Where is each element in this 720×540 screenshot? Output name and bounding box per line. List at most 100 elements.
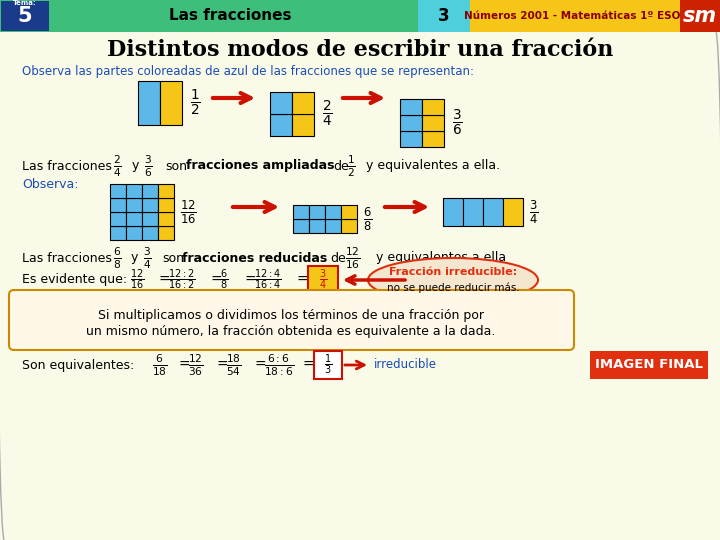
Bar: [110, 198, 126, 212]
Bar: [590, 351, 708, 379]
Text: 5: 5: [18, 6, 32, 26]
Bar: [158, 184, 174, 198]
Text: un mismo número, la fracción obtenida es equivalente a la dada.: un mismo número, la fracción obtenida es…: [86, 326, 495, 339]
Text: $\frac{3}{4}$: $\frac{3}{4}$: [529, 198, 539, 226]
Text: $\frac{12}{36}$: $\frac{12}{36}$: [188, 352, 204, 378]
Bar: [293, 205, 309, 219]
Text: $\frac{12:2}{16:2}$: $\frac{12:2}{16:2}$: [168, 268, 196, 292]
Text: Las fracciones: Las fracciones: [22, 252, 112, 265]
Text: =: =: [210, 273, 222, 287]
Text: y equivalentes a ella: y equivalentes a ella: [376, 252, 506, 265]
Text: de: de: [333, 159, 348, 172]
Text: $\frac{12}{16}$: $\frac{12}{16}$: [130, 268, 144, 292]
Bar: [142, 212, 158, 226]
Text: =: =: [296, 273, 307, 287]
Bar: [142, 184, 158, 198]
Text: =: =: [254, 358, 266, 372]
Bar: [314, 351, 342, 379]
Text: $\frac{12}{16}$: $\frac{12}{16}$: [345, 245, 361, 271]
Text: Las fracciones: Las fracciones: [22, 159, 112, 172]
Bar: [293, 219, 309, 233]
Text: $\frac{1}{2}$: $\frac{1}{2}$: [347, 153, 356, 179]
Bar: [422, 99, 444, 115]
Text: Tema:: Tema:: [13, 0, 37, 6]
Text: $\frac{2}{4}$: $\frac{2}{4}$: [113, 153, 122, 179]
Text: no se puede reducir más.: no se puede reducir más.: [387, 283, 519, 293]
Bar: [680, 0, 720, 32]
Bar: [309, 219, 325, 233]
Bar: [270, 114, 292, 136]
Bar: [418, 0, 470, 32]
Text: $\frac{2}{4}$: $\frac{2}{4}$: [322, 99, 333, 129]
Text: fracciones ampliadas: fracciones ampliadas: [186, 159, 335, 172]
Text: $\frac{6}{8}$: $\frac{6}{8}$: [220, 268, 228, 292]
Bar: [160, 81, 182, 125]
Text: =: =: [178, 358, 189, 372]
Text: $\frac{3}{6}$: $\frac{3}{6}$: [452, 108, 463, 138]
Text: Son equivalentes:: Son equivalentes:: [22, 359, 134, 372]
Text: $\frac{18}{54}$: $\frac{18}{54}$: [226, 352, 242, 378]
Bar: [443, 198, 463, 226]
Bar: [503, 198, 523, 226]
Text: $\frac{1}{2}$: $\frac{1}{2}$: [190, 88, 201, 118]
Text: irreducible: irreducible: [374, 359, 437, 372]
Text: sm: sm: [683, 6, 717, 26]
Bar: [400, 115, 422, 131]
Text: de: de: [330, 252, 346, 265]
Bar: [142, 198, 158, 212]
Bar: [400, 99, 422, 115]
Bar: [341, 205, 357, 219]
Text: Las fracciones: Las fracciones: [168, 9, 292, 24]
Bar: [110, 184, 126, 198]
Bar: [0, 0, 418, 32]
Text: Si multiplicamos o dividimos los términos de una fracción por: Si multiplicamos o dividimos los término…: [98, 308, 484, 321]
Text: $\frac{6}{8}$: $\frac{6}{8}$: [113, 245, 122, 271]
Bar: [158, 212, 174, 226]
Bar: [138, 81, 160, 125]
Text: $\frac{3}{6}$: $\frac{3}{6}$: [144, 153, 153, 179]
Text: Es evidente que:: Es evidente que:: [22, 273, 127, 287]
Text: $\frac{12}{16}$: $\frac{12}{16}$: [180, 198, 197, 226]
Bar: [126, 184, 142, 198]
Bar: [158, 198, 174, 212]
Text: =: =: [158, 273, 170, 287]
Text: Observa las partes coloreadas de azul de las fracciones que se representan:: Observa las partes coloreadas de azul de…: [22, 65, 474, 78]
Bar: [325, 205, 341, 219]
Bar: [126, 198, 142, 212]
Text: $\frac{6}{18}$: $\frac{6}{18}$: [152, 352, 168, 378]
Bar: [463, 198, 483, 226]
Text: Fracción irreducible:: Fracción irreducible:: [389, 267, 517, 277]
Bar: [292, 92, 314, 114]
Text: y: y: [132, 159, 140, 172]
Bar: [341, 219, 357, 233]
Text: $\frac{12:4}{16:4}$: $\frac{12:4}{16:4}$: [254, 268, 282, 292]
Text: Observa:: Observa:: [22, 178, 78, 191]
Bar: [422, 131, 444, 147]
Text: son: son: [165, 159, 187, 172]
Text: $\frac{6}{8}$: $\frac{6}{8}$: [363, 205, 372, 233]
Text: fracciones reducidas: fracciones reducidas: [182, 252, 328, 265]
Text: y equivalentes a ella.: y equivalentes a ella.: [366, 159, 500, 172]
Ellipse shape: [368, 258, 538, 302]
Text: son: son: [162, 252, 184, 265]
Text: $\frac{1}{3}$: $\frac{1}{3}$: [324, 353, 332, 377]
Text: Distintos modos de escribir una fracción: Distintos modos de escribir una fracción: [107, 39, 613, 61]
Bar: [110, 212, 126, 226]
Bar: [110, 226, 126, 240]
Bar: [270, 92, 292, 114]
Bar: [142, 226, 158, 240]
Bar: [126, 226, 142, 240]
Bar: [126, 212, 142, 226]
Bar: [309, 205, 325, 219]
Bar: [308, 266, 338, 294]
Bar: [292, 114, 314, 136]
Text: 3: 3: [438, 7, 450, 25]
Text: $\frac{6:6}{18:6}$: $\frac{6:6}{18:6}$: [264, 352, 294, 378]
Bar: [470, 0, 680, 32]
Text: =: =: [216, 358, 228, 372]
Bar: [400, 131, 422, 147]
Text: $\frac{3}{4}$: $\frac{3}{4}$: [143, 245, 152, 271]
FancyBboxPatch shape: [9, 290, 574, 350]
Text: Números 2001 - Matemáticas 1º ESO: Números 2001 - Matemáticas 1º ESO: [464, 11, 680, 21]
Text: =: =: [302, 358, 314, 372]
